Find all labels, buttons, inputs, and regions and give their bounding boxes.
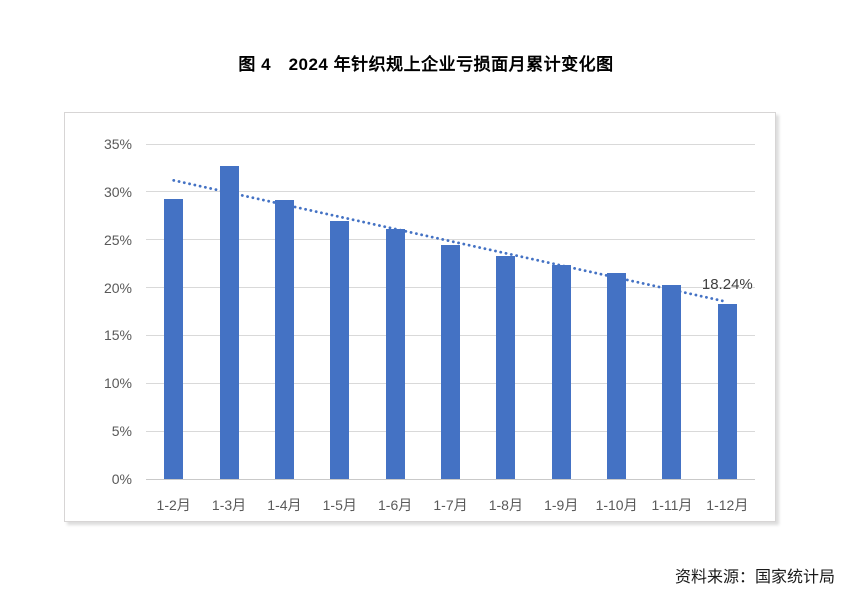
bar-1-12月	[717, 304, 737, 479]
bar-1-4月	[274, 199, 294, 479]
y-tick-label: 25%	[103, 231, 132, 248]
x-tick-label: 1-7月	[433, 497, 468, 513]
bar-1-5月	[330, 220, 350, 479]
bar-1-6月	[385, 229, 405, 479]
bar-1-3月	[219, 166, 239, 479]
y-tick-label: 35%	[103, 136, 132, 152]
x-tick-label: 1-12月	[706, 497, 749, 513]
bar-1-7月	[441, 245, 460, 479]
data-label-annotation: 18.24%	[701, 276, 753, 294]
x-tick-label: 1-11月	[651, 497, 693, 513]
bar-1-9月	[551, 264, 571, 479]
plot-area: 18.24%	[146, 143, 755, 480]
bar-1-10月	[607, 273, 627, 479]
y-tick-label: 0%	[111, 471, 132, 487]
x-tick-label: 1-9月	[544, 497, 579, 513]
y-tick-label: 15%	[103, 327, 132, 344]
gridline	[146, 478, 755, 480]
source-note: 资料来源：国家统计局	[674, 569, 835, 586]
bar-1-2月	[164, 198, 184, 479]
y-tick-label: 10%	[103, 375, 132, 392]
x-tick-label: 1-4月	[267, 497, 302, 513]
y-tick-label: 30%	[103, 183, 132, 200]
bar-1-8月	[496, 256, 516, 479]
chart-box: 18.24% 0% 5% 10% 15% 20% 25% 30% 35% 1-2月 1-3月 1-…	[64, 112, 776, 522]
x-tick-label: 1-6月	[378, 497, 413, 513]
y-tick-label: 5%	[111, 423, 132, 440]
x-tick-label: 1-3月	[211, 497, 247, 513]
chart-title: 图 4 2024 年针织规上企业亏损面月累计变化图	[238, 55, 614, 74]
x-tick-label: 1-2月	[156, 497, 191, 513]
gridline	[146, 143, 755, 145]
y-tick-label: 20%	[103, 279, 132, 296]
x-tick-label: 1-5月	[322, 497, 357, 513]
x-tick-label: 1-8月	[488, 497, 523, 513]
bar-1-11月	[662, 284, 682, 479]
x-tick-label: 1-10月	[595, 497, 638, 513]
